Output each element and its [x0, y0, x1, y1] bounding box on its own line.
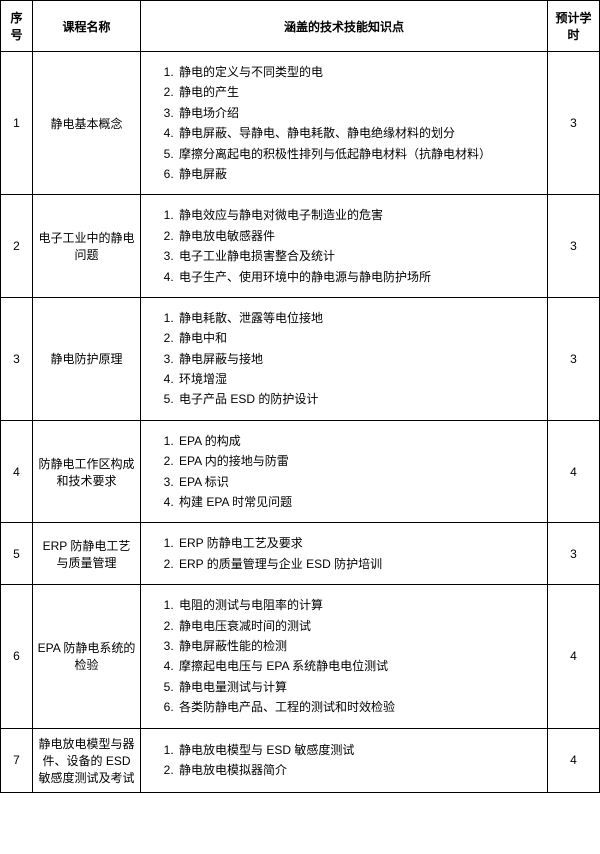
table-row: 3静电防护原理静电耗散、泄露等电位接地静电中和静电屏蔽与接地环境增湿电子产品 E…: [1, 297, 600, 420]
cell-seq: 3: [1, 297, 33, 420]
topic-item: 摩擦分离起电的积极性排列与低起静电材料（抗静电材料）: [177, 144, 539, 164]
topic-item: 静电屏蔽性能的检测: [177, 636, 539, 656]
topic-item: 静电耗散、泄露等电位接地: [177, 308, 539, 328]
cell-hours: 4: [548, 420, 600, 523]
cell-seq: 4: [1, 420, 33, 523]
topic-item: 电子产品 ESD 的防护设计: [177, 389, 539, 409]
table-body: 1静电基本概念静电的定义与不同类型的电静电的产生静电场介绍静电屏蔽、导静电、静电…: [1, 52, 600, 793]
topic-item: 静电屏蔽: [177, 164, 539, 184]
topic-item: ERP 的质量管理与企业 ESD 防护培训: [177, 554, 539, 574]
topic-item: 静电的定义与不同类型的电: [177, 62, 539, 82]
topics-list: EPA 的构成EPA 内的接地与防雷EPA 标识构建 EPA 时常见问题: [145, 431, 539, 513]
cell-hours: 3: [548, 52, 600, 195]
topic-item: 静电屏蔽、导静电、静电耗散、静电绝缘材料的划分: [177, 123, 539, 143]
cell-topics: EPA 的构成EPA 内的接地与防雷EPA 标识构建 EPA 时常见问题: [141, 420, 548, 523]
cell-hours: 3: [548, 195, 600, 298]
header-topics: 涵盖的技术技能知识点: [141, 1, 548, 52]
cell-hours: 4: [548, 585, 600, 728]
cell-name: 静电放电模型与器件、设备的 ESD 敏感度测试及考试: [33, 728, 141, 792]
topics-list: 电阻的测试与电阻率的计算静电电压衰减时间的测试静电屏蔽性能的检测摩擦起电电压与 …: [145, 595, 539, 717]
topics-list: ERP 防静电工艺及要求ERP 的质量管理与企业 ESD 防护培训: [145, 533, 539, 574]
cell-seq: 6: [1, 585, 33, 728]
topic-item: EPA 内的接地与防雷: [177, 451, 539, 471]
topics-list: 静电效应与静电对微电子制造业的危害静电放电敏感器件电子工业静电损害整合及统计电子…: [145, 205, 539, 287]
cell-topics: 电阻的测试与电阻率的计算静电电压衰减时间的测试静电屏蔽性能的检测摩擦起电电压与 …: [141, 585, 548, 728]
topic-item: 静电电量测试与计算: [177, 677, 539, 697]
topic-item: 静电屏蔽与接地: [177, 349, 539, 369]
topics-list: 静电的定义与不同类型的电静电的产生静电场介绍静电屏蔽、导静电、静电耗散、静电绝缘…: [145, 62, 539, 184]
topics-list: 静电耗散、泄露等电位接地静电中和静电屏蔽与接地环境增湿电子产品 ESD 的防护设…: [145, 308, 539, 410]
header-name: 课程名称: [33, 1, 141, 52]
cell-seq: 2: [1, 195, 33, 298]
table-row: 6EPA 防静电系统的检验电阻的测试与电阻率的计算静电电压衰减时间的测试静电屏蔽…: [1, 585, 600, 728]
cell-name: 电子工业中的静电问题: [33, 195, 141, 298]
topic-item: 静电电压衰减时间的测试: [177, 616, 539, 636]
table-row: 2电子工业中的静电问题静电效应与静电对微电子制造业的危害静电放电敏感器件电子工业…: [1, 195, 600, 298]
topic-item: 构建 EPA 时常见问题: [177, 492, 539, 512]
table-row: 1静电基本概念静电的定义与不同类型的电静电的产生静电场介绍静电屏蔽、导静电、静电…: [1, 52, 600, 195]
topic-item: 静电的产生: [177, 82, 539, 102]
cell-name: 静电基本概念: [33, 52, 141, 195]
cell-name: 防静电工作区构成和技术要求: [33, 420, 141, 523]
topic-item: 静电放电模拟器简介: [177, 760, 539, 780]
topics-list: 静电放电模型与 ESD 敏感度测试静电放电模拟器简介: [145, 740, 539, 781]
cell-topics: 静电的定义与不同类型的电静电的产生静电场介绍静电屏蔽、导静电、静电耗散、静电绝缘…: [141, 52, 548, 195]
cell-name: ERP 防静电工艺与质量管理: [33, 523, 141, 585]
topic-item: 电子生产、使用环境中的静电源与静电防护场所: [177, 267, 539, 287]
cell-topics: ERP 防静电工艺及要求ERP 的质量管理与企业 ESD 防护培训: [141, 523, 548, 585]
topic-item: 静电放电模型与 ESD 敏感度测试: [177, 740, 539, 760]
topic-item: ERP 防静电工艺及要求: [177, 533, 539, 553]
topic-item: 摩擦起电电压与 EPA 系统静电电位测试: [177, 656, 539, 676]
cell-hours: 3: [548, 297, 600, 420]
topic-item: EPA 的构成: [177, 431, 539, 451]
course-table: 序号 课程名称 涵盖的技术技能知识点 预计学时 1静电基本概念静电的定义与不同类…: [0, 0, 600, 793]
topic-item: 静电放电敏感器件: [177, 226, 539, 246]
cell-topics: 静电耗散、泄露等电位接地静电中和静电屏蔽与接地环境增湿电子产品 ESD 的防护设…: [141, 297, 548, 420]
cell-name: 静电防护原理: [33, 297, 141, 420]
topic-item: 静电场介绍: [177, 103, 539, 123]
topic-item: 电子工业静电损害整合及统计: [177, 246, 539, 266]
cell-seq: 5: [1, 523, 33, 585]
table-row: 5ERP 防静电工艺与质量管理ERP 防静电工艺及要求ERP 的质量管理与企业 …: [1, 523, 600, 585]
table-row: 7静电放电模型与器件、设备的 ESD 敏感度测试及考试静电放电模型与 ESD 敏…: [1, 728, 600, 792]
cell-name: EPA 防静电系统的检验: [33, 585, 141, 728]
table-row: 4防静电工作区构成和技术要求EPA 的构成EPA 内的接地与防雷EPA 标识构建…: [1, 420, 600, 523]
cell-seq: 7: [1, 728, 33, 792]
cell-topics: 静电放电模型与 ESD 敏感度测试静电放电模拟器简介: [141, 728, 548, 792]
cell-seq: 1: [1, 52, 33, 195]
table-header-row: 序号 课程名称 涵盖的技术技能知识点 预计学时: [1, 1, 600, 52]
topic-item: 环境增湿: [177, 369, 539, 389]
topic-item: 电阻的测试与电阻率的计算: [177, 595, 539, 615]
cell-hours: 4: [548, 728, 600, 792]
topic-item: 静电中和: [177, 328, 539, 348]
header-hours: 预计学时: [548, 1, 600, 52]
topic-item: EPA 标识: [177, 472, 539, 492]
topic-item: 静电效应与静电对微电子制造业的危害: [177, 205, 539, 225]
cell-topics: 静电效应与静电对微电子制造业的危害静电放电敏感器件电子工业静电损害整合及统计电子…: [141, 195, 548, 298]
header-seq: 序号: [1, 1, 33, 52]
topic-item: 各类防静电产品、工程的测试和时效检验: [177, 697, 539, 717]
cell-hours: 3: [548, 523, 600, 585]
